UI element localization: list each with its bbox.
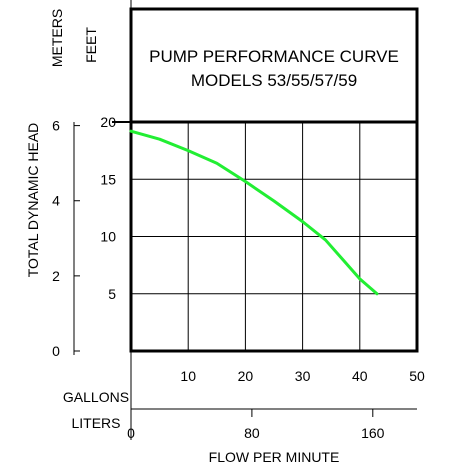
meters-tick-label-0: 0 — [52, 343, 60, 359]
meters-tick-label-1: 2 — [52, 268, 60, 284]
feet-label: FEET — [83, 27, 99, 63]
chart-title: PUMP PERFORMANCE CURVE — [149, 47, 399, 66]
liters-label: LITERS — [71, 415, 120, 431]
gallons-tick-label-3: 40 — [352, 368, 368, 384]
gallons-label: GALLONS — [63, 389, 129, 405]
feet-tick-label-1: 10 — [100, 229, 116, 245]
performance-curve — [129, 129, 379, 296]
y-tick-labels: 5 10 15 20 0 2 4 6 — [52, 114, 116, 359]
x-tick-labels: 1020304050080160 — [127, 368, 425, 441]
meters-tick-label-2: 4 — [52, 193, 60, 209]
y-axis-label: TOTAL DYNAMIC HEAD — [25, 123, 41, 278]
liters-tick-label-1: 80 — [244, 425, 260, 441]
gallons-tick-label-4: 50 — [409, 368, 425, 384]
series-line-0 — [129, 129, 379, 296]
x-axis-label: FLOW PER MINUTE — [209, 449, 340, 465]
chart-subtitle: MODELS 53/55/57/59 — [191, 71, 357, 90]
meters-label: METERS — [49, 9, 65, 67]
liters-tick-label-2: 160 — [361, 425, 385, 441]
gallons-tick-label-1: 20 — [238, 368, 254, 384]
feet-tick-label-0: 5 — [108, 286, 116, 302]
grid-lines — [131, 122, 417, 351]
meters-tick-label-3: 6 — [52, 118, 60, 134]
gallons-tick-label-2: 30 — [295, 368, 311, 384]
gallons-tick-label-0: 10 — [180, 368, 196, 384]
feet-tick-label-3: 20 — [100, 114, 116, 130]
feet-tick-label-2: 15 — [100, 171, 116, 187]
